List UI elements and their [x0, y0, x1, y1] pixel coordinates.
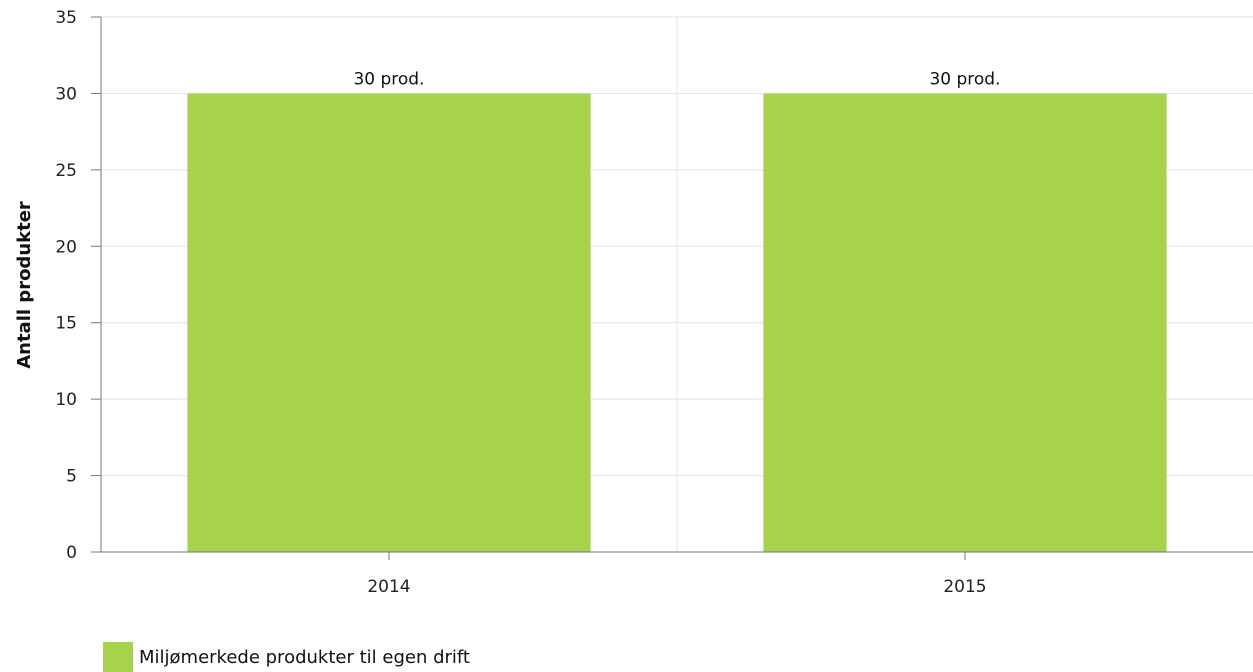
axes: [91, 16, 1253, 560]
legend: Miljømerkede produkter til egen drift: [103, 642, 470, 672]
x-tick-label: 2014: [367, 577, 410, 597]
y-tick-label: 30: [55, 84, 77, 104]
labels: 0 5 10 15 20 25 30 35 30 prod. 2014 30 prod. 2015: [55, 8, 1000, 597]
bar: [763, 93, 1167, 552]
y-tick-label: 20: [55, 237, 77, 257]
bars: [187, 93, 1167, 552]
y-tick-label: 15: [55, 314, 77, 334]
y-tick-label: 25: [55, 161, 77, 181]
bar: [187, 93, 591, 552]
y-tick-label: 0: [66, 543, 77, 563]
y-axis-title: Antall produkter: [14, 201, 35, 369]
y-tick-label: 10: [55, 390, 77, 410]
legend-swatch: [103, 642, 133, 672]
y-tick-label: 5: [66, 467, 77, 487]
y-tick-label: 35: [55, 8, 77, 28]
legend-label: Miljømerkede produkter til egen drift: [139, 646, 470, 668]
x-tick-label: 2015: [943, 577, 986, 597]
bar-data-label: 30 prod.: [929, 69, 1000, 89]
bar-data-label: 30 prod.: [353, 69, 424, 89]
